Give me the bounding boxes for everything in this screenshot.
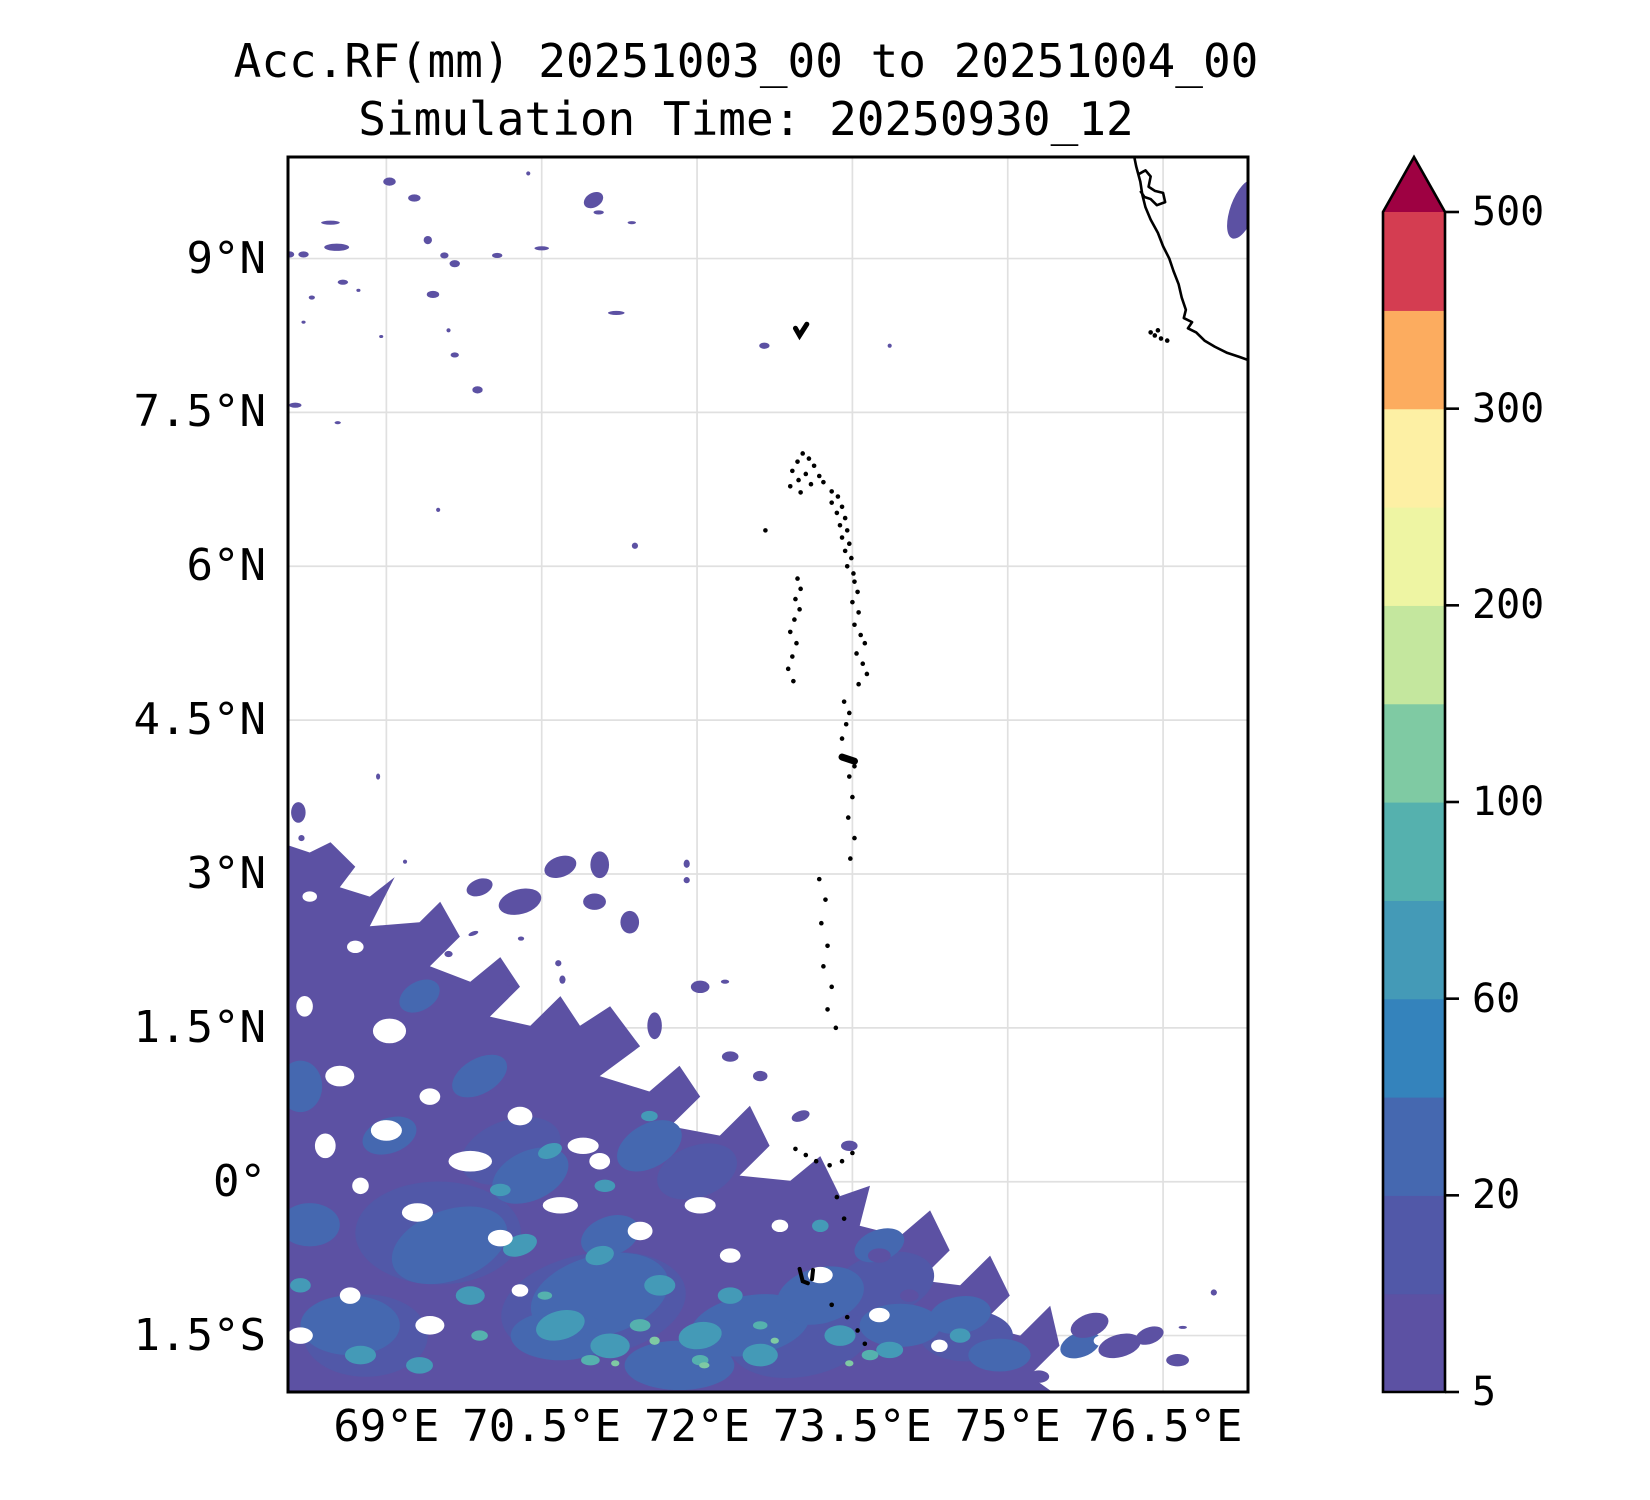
rain-scattered-cells [288, 171, 1248, 1383]
y-tick-label: 9°N [186, 232, 266, 284]
colorbar-tick-label: 300 [1472, 385, 1545, 432]
colorbar-tick-label: 200 [1472, 582, 1545, 629]
x-tick-label: 76.5°E [1083, 1401, 1243, 1452]
coastline [1132, 157, 1248, 362]
y-tick-label: 1.5°N [133, 1001, 266, 1053]
y-tick-label: 1.5°S [133, 1309, 266, 1361]
x-tick-label: 69°E [333, 1401, 440, 1452]
y-tick-label: 0° [213, 1155, 266, 1207]
x-tick-label: 75°E [954, 1401, 1061, 1452]
colorbar [1381, 154, 1459, 1394]
x-tick-label: 70.5°E [462, 1401, 622, 1452]
colorbar-tick-label: 20 [1472, 1172, 1521, 1219]
colorbar-tick-label: 60 [1472, 975, 1521, 1022]
y-tick-label: 3°N [186, 847, 266, 899]
colorbar-over-arrow [1383, 157, 1445, 212]
rain-gaps [288, 891, 1109, 1353]
colorbar-tick-label: 5 [1472, 1369, 1497, 1415]
y-tick-label: 4.5°N [133, 694, 266, 746]
chart-subtitle: Simulation Time: 20250930_12 [358, 92, 1134, 146]
rain-level6 [611, 1336, 854, 1369]
colorbar-tick-label: 500 [1472, 189, 1545, 235]
colorbar-tick-label: 100 [1472, 779, 1545, 825]
x-tick-label: 72°E [644, 1401, 751, 1452]
rainfall-field [288, 171, 1248, 1392]
chart-title: Acc.RF(mm) 20251003_00 to 20251004_00 [233, 34, 1259, 88]
x-tick-label: 73.5°E [772, 1401, 932, 1452]
island-dots [763, 321, 1170, 1347]
y-tick-label: 6°N [186, 540, 266, 592]
axes-frame [286, 155, 1250, 1394]
colorbar-outline [1381, 154, 1447, 1394]
y-tick-label: 7.5°N [133, 386, 266, 438]
